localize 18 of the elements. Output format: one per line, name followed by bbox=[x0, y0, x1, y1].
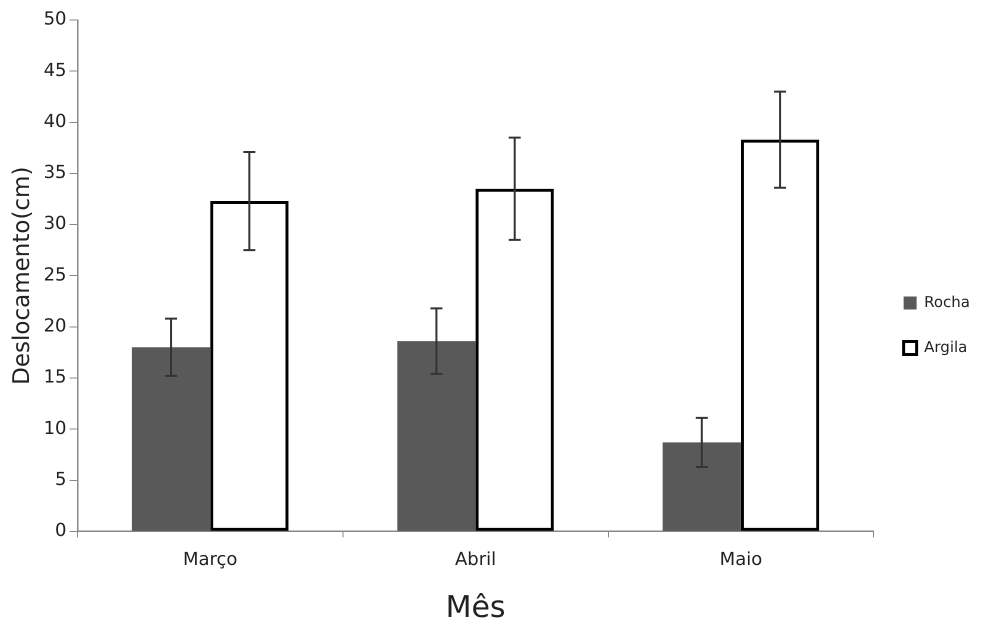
y-tick-label: 50 bbox=[44, 8, 67, 30]
legend-label: Rocha bbox=[924, 292, 970, 311]
x-tick-label: Maio bbox=[720, 548, 762, 570]
x-tick-label: Abril bbox=[454, 548, 496, 570]
x-tick-label: Março bbox=[182, 548, 238, 570]
y-tick-label: 35 bbox=[44, 162, 67, 184]
x-axis-title: Mês bbox=[446, 590, 506, 625]
y-tick-label: 30 bbox=[44, 213, 67, 234]
y-tick-label: 5 bbox=[55, 468, 67, 490]
y-tick-label: 15 bbox=[44, 366, 67, 388]
legend-label: Argila bbox=[924, 338, 968, 356]
y-tick-label: 40 bbox=[44, 110, 67, 132]
y-tick-label: 45 bbox=[44, 60, 67, 81]
y-tick-label: 20 bbox=[44, 316, 67, 337]
y-axis-title: Deslocamento(cm) bbox=[8, 166, 35, 385]
y-tick-label: 10 bbox=[44, 418, 67, 439]
y-tick-label: 25 bbox=[44, 264, 67, 286]
y-tick-label: 0 bbox=[55, 520, 67, 542]
